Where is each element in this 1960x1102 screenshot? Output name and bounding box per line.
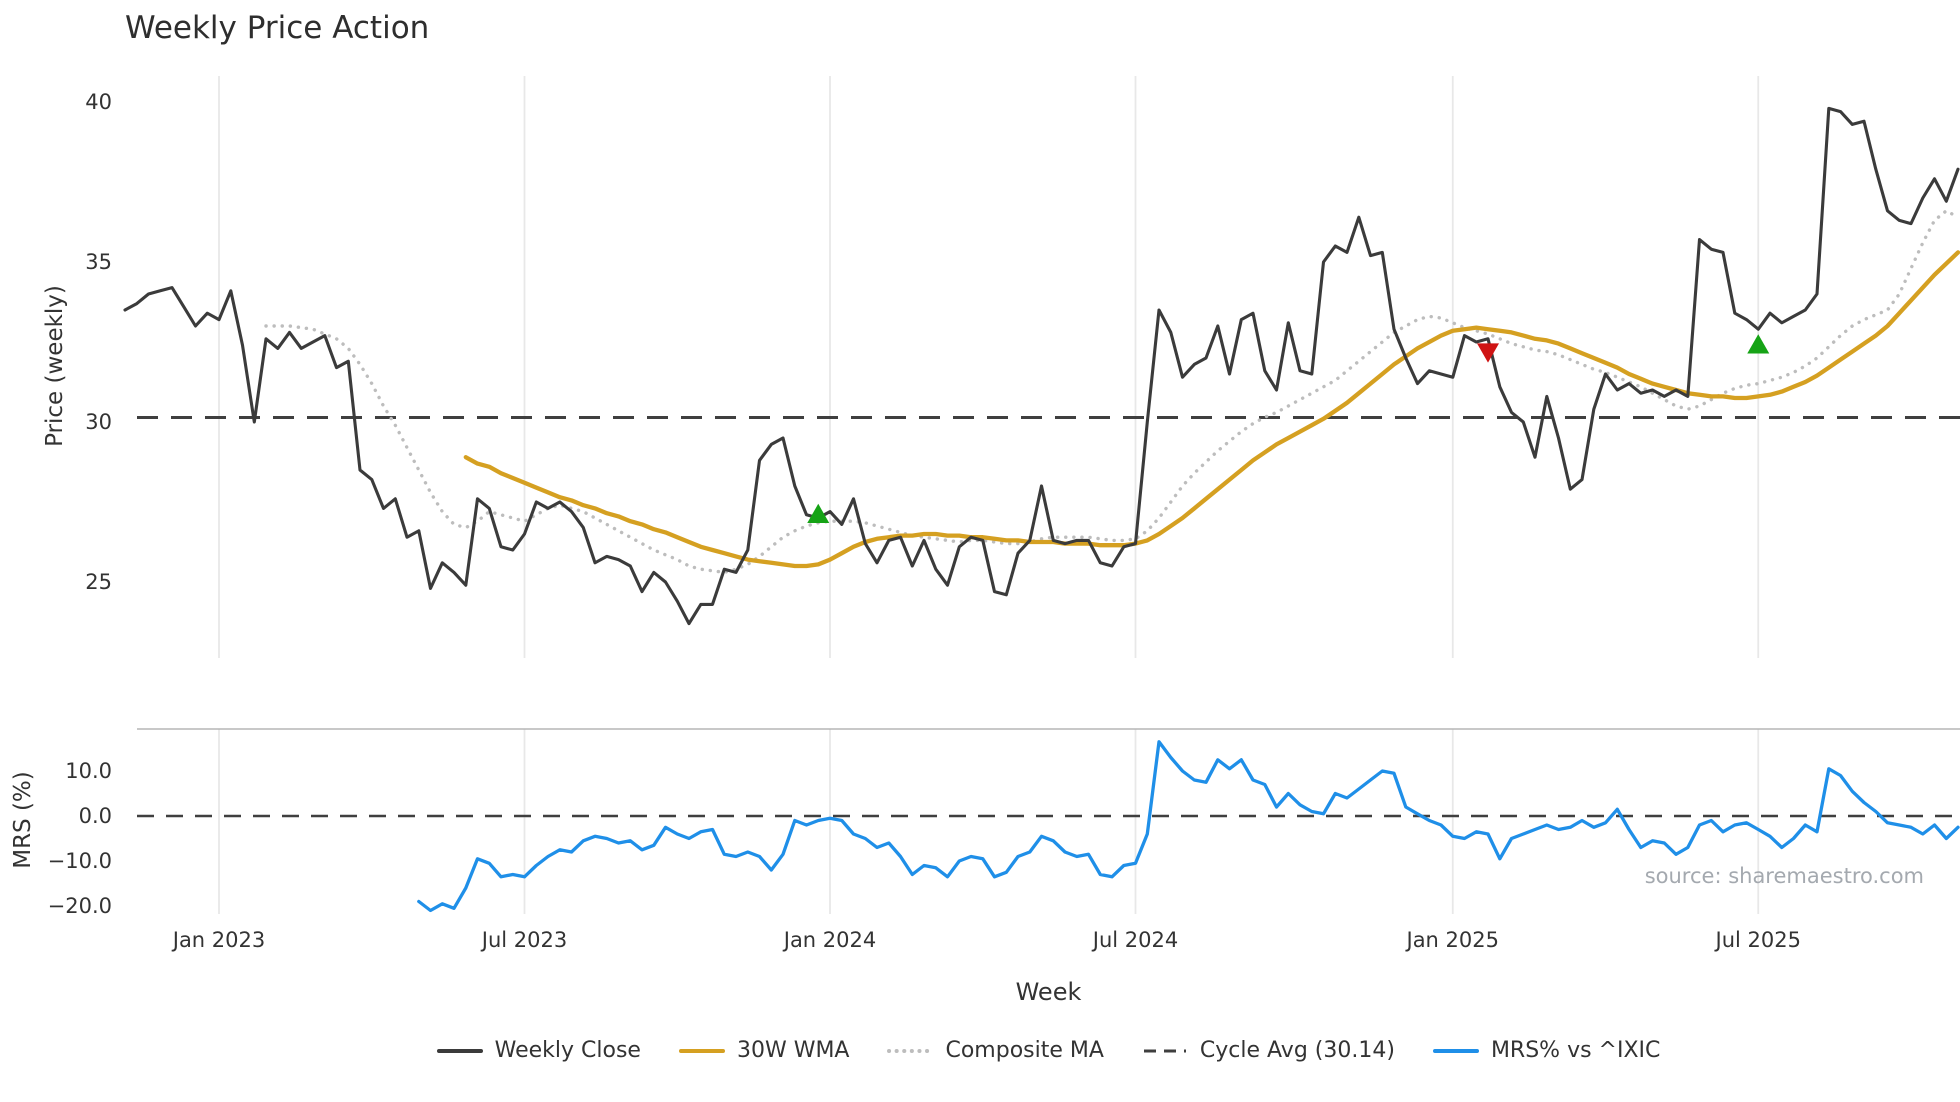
mrs-y-tick-label: −20.0 (48, 894, 112, 918)
cycle-avg-swatch (1142, 1047, 1188, 1055)
mrs-swatch (1432, 1047, 1479, 1055)
price-y-tick-label: 25 (85, 570, 112, 594)
mrs-y-tick-label: −10.0 (48, 849, 112, 873)
price-y-tick-label: 35 (85, 250, 112, 274)
composite-ma-line (264, 208, 1960, 575)
weekly_close-swatch-line (436, 1048, 483, 1053)
mrs_pct-swatch-line (1432, 1048, 1479, 1053)
mrs-line (417, 740, 1960, 913)
x-tick-label: Jan 2024 (782, 928, 877, 952)
composite-ma-swatch (887, 1047, 934, 1055)
weekly-close-line (123, 106, 1960, 626)
wma_30w-swatch-line (678, 1048, 725, 1053)
legend-item-weekly-close: Weekly Close (436, 1038, 641, 1063)
price-y-tick-label: 40 (85, 90, 112, 114)
composite_ma-swatch-line (887, 1048, 934, 1053)
x-tick-label: Jul 2023 (480, 928, 567, 952)
legend-label-mrs: MRS% vs ^IXIC (1490, 1038, 1661, 1063)
buy-signal-marker (807, 503, 830, 524)
x-tick-label: Jan 2023 (171, 928, 266, 952)
cycle_avg-swatch-line (1143, 1049, 1186, 1052)
wma-30w-line (463, 250, 1960, 569)
legend-item-composite-ma: Composite MA (887, 1038, 1104, 1063)
legend-item-mrs: MRS% vs ^IXIC (1432, 1038, 1661, 1063)
legend-label-weekly-close: Weekly Close (494, 1038, 641, 1063)
price-y-tick-label: 30 (85, 410, 112, 434)
chart-title: Weekly Price Action (125, 10, 430, 46)
source-note: source: sharemaestro.com (1644, 864, 1924, 888)
mrs-y-tick-label: 10.0 (65, 759, 112, 783)
sell-signal-marker (1477, 343, 1499, 363)
legend-item-cycle-avg: Cycle Avg (30.14) (1142, 1038, 1395, 1063)
chart-legend: Weekly Close 30W WMA Composite MA Cycle … (137, 1038, 1960, 1063)
x-tick-label: Jul 2024 (1091, 928, 1178, 952)
buy-signal-marker (1747, 334, 1770, 354)
legend-label-30w-wma: 30W WMA (736, 1038, 850, 1063)
legend-item-30w-wma: 30W WMA (678, 1038, 850, 1063)
30w-wma-swatch (678, 1047, 725, 1055)
x-axis-label: Week (1015, 978, 1082, 1006)
legend-label-cycle-avg: Cycle Avg (30.14) (1199, 1038, 1395, 1063)
x-tick-label: Jul 2025 (1714, 928, 1801, 952)
legend-label-composite-ma: Composite MA (945, 1038, 1104, 1063)
mrs-y-tick-label: 0.0 (79, 804, 112, 828)
x-tick-label: Jan 2025 (1405, 928, 1500, 952)
weekly-close-swatch (436, 1047, 483, 1055)
